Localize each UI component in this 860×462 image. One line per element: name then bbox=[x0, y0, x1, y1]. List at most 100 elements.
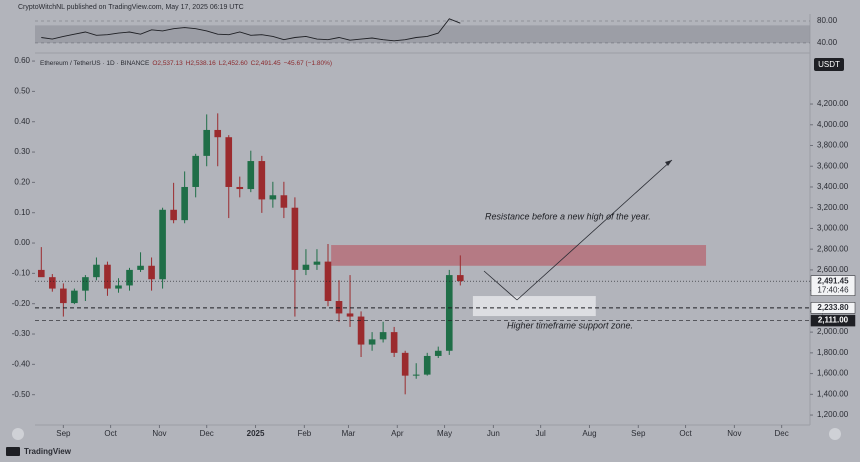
candle-body bbox=[181, 186, 188, 221]
candle-body bbox=[192, 155, 199, 187]
x-tick-label: May bbox=[437, 429, 452, 438]
symbol: Ethereum / TetherUS · 1D · BINANCE bbox=[40, 60, 150, 67]
y-tick-label: 3,600.00 bbox=[817, 161, 849, 170]
candle-body bbox=[280, 195, 288, 208]
arrow bbox=[516, 159, 673, 301]
candle-body bbox=[423, 355, 431, 375]
currency-badge bbox=[814, 58, 844, 71]
price-label: 2,233.80 bbox=[817, 303, 849, 312]
candle-body bbox=[445, 275, 453, 351]
price-label: 2,111.00 bbox=[818, 316, 849, 325]
candle-body bbox=[324, 261, 332, 302]
x-tick-label: Aug bbox=[582, 429, 596, 438]
y2-tick-label: 0.00 bbox=[14, 238, 30, 247]
x-tick-label: Oct bbox=[104, 429, 117, 438]
x-tick-label: 2025 bbox=[247, 429, 265, 438]
y-tick-label: 3,200.00 bbox=[817, 203, 849, 212]
candle-body bbox=[49, 277, 56, 289]
y-tick-label: 2,600.00 bbox=[817, 265, 849, 274]
candle-body bbox=[346, 313, 354, 317]
y2-tick-label: -0.20 bbox=[12, 299, 31, 308]
price-label: 2,491.45 bbox=[817, 276, 849, 285]
candle-body bbox=[104, 264, 111, 289]
y-tick-label: 3,800.00 bbox=[817, 141, 849, 150]
candle-body bbox=[368, 339, 376, 345]
y2-tick-label: 0.60 bbox=[14, 56, 30, 65]
y2-tick-label: 0.30 bbox=[14, 147, 30, 156]
candle-body bbox=[126, 269, 133, 286]
ohlc: H2,538.16 bbox=[186, 60, 216, 67]
zone bbox=[331, 245, 707, 266]
candle-body bbox=[159, 209, 166, 280]
candle-body bbox=[225, 137, 233, 187]
y-tick-label: 3,400.00 bbox=[817, 182, 849, 191]
y-tick-label: 2,000.00 bbox=[817, 327, 849, 336]
y-tick-label: 1,800.00 bbox=[817, 348, 849, 357]
candle-body bbox=[390, 332, 398, 353]
x-tick-label: Dec bbox=[775, 429, 789, 438]
x-tick-label: Feb bbox=[297, 429, 311, 438]
candle-body bbox=[313, 261, 321, 265]
y-tick-label: 40.00 bbox=[817, 38, 838, 47]
candle-body bbox=[302, 264, 310, 270]
currency: USDT bbox=[818, 60, 840, 69]
y2-tick-label: 0.50 bbox=[14, 87, 30, 96]
candle-body bbox=[357, 316, 365, 345]
x-tick-label: Dec bbox=[200, 429, 214, 438]
arrow-head bbox=[665, 160, 672, 166]
y-tick-label: 4,000.00 bbox=[817, 120, 849, 129]
price-time: 17:40:46 bbox=[817, 285, 849, 294]
candle-body bbox=[412, 374, 420, 376]
candle-body bbox=[335, 301, 343, 314]
candle-body bbox=[148, 265, 155, 280]
plot: 1,200.00 1,400.00 1,600.00 1,800.00 2,000.00… bbox=[12, 16, 856, 438]
indicator-band bbox=[35, 25, 810, 43]
zone bbox=[472, 296, 596, 317]
candle-body bbox=[137, 265, 144, 270]
x-tick-label: Sep bbox=[631, 429, 646, 438]
y-tick-label: 1,200.00 bbox=[817, 410, 849, 419]
candle-body bbox=[115, 285, 122, 289]
y2-tick-label: -0.40 bbox=[12, 359, 31, 368]
ohlc: O2,537.13 bbox=[152, 60, 183, 67]
candle-body bbox=[236, 186, 244, 190]
x-tick-label: Apr bbox=[391, 429, 404, 438]
candle-body bbox=[170, 209, 177, 221]
x-tick-label: Nov bbox=[152, 429, 166, 438]
brand: TradingView bbox=[24, 447, 72, 456]
y2-tick-label: -0.30 bbox=[12, 329, 31, 338]
price-badge bbox=[810, 302, 856, 314]
candle-body bbox=[269, 195, 277, 200]
price-badge bbox=[810, 314, 856, 327]
y-tick-label: 1,600.00 bbox=[817, 369, 849, 378]
candle-body bbox=[434, 350, 442, 356]
y2-tick-label: -0.50 bbox=[12, 390, 31, 399]
byline: CryptoWitchNL published on TradingView.c… bbox=[18, 4, 244, 11]
ohlc: C2,491.45 bbox=[251, 60, 281, 67]
candle-body bbox=[71, 290, 78, 304]
candle-body bbox=[401, 352, 409, 376]
y2-tick-label: -0.10 bbox=[12, 268, 31, 277]
candle-body bbox=[291, 207, 299, 270]
ohlc: L2,452.60 bbox=[219, 60, 248, 67]
candle-body bbox=[379, 332, 387, 340]
ohlc-change: −45.67 (−1.80%) bbox=[284, 60, 332, 67]
x-tick-label: Mar bbox=[342, 429, 356, 438]
annotation: Higher timeframe support zone. bbox=[507, 320, 633, 330]
candle-body bbox=[258, 161, 266, 200]
candle-body bbox=[60, 288, 67, 304]
icon[interactable] bbox=[12, 428, 24, 440]
icon[interactable] bbox=[829, 428, 841, 440]
price-badge bbox=[810, 275, 856, 296]
candle-body bbox=[214, 129, 222, 138]
y2-tick-label: 0.20 bbox=[14, 177, 30, 186]
candle-body bbox=[456, 275, 464, 282]
y2-tick-label: 0.40 bbox=[14, 117, 30, 126]
candle-body bbox=[93, 264, 100, 278]
y-tick-label: 80.00 bbox=[817, 16, 838, 25]
arrow bbox=[483, 270, 518, 301]
indicator-line bbox=[41, 18, 461, 42]
x-tick-label: Jul bbox=[536, 429, 546, 438]
x-tick-label: Nov bbox=[727, 429, 741, 438]
